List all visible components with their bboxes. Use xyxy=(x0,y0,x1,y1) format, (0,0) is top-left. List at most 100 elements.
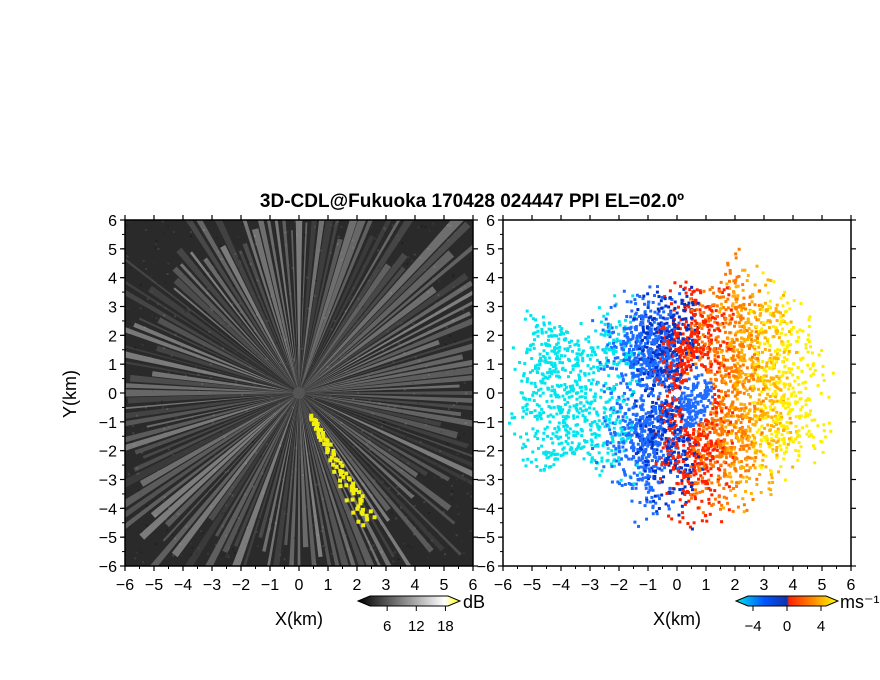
right-velocity-cell xyxy=(757,362,761,366)
right-velocity-cell xyxy=(621,377,625,381)
right-velocity-cell xyxy=(749,385,753,389)
right-velocity-cell xyxy=(549,437,553,441)
left-speckle xyxy=(197,353,200,356)
right-velocity-cell xyxy=(676,334,680,338)
right-velocity-cell xyxy=(652,451,656,455)
right-velocity-cell xyxy=(764,405,768,409)
right-velocity-cell xyxy=(722,295,726,299)
right-velocity-cell xyxy=(708,323,712,327)
left-speckle xyxy=(196,356,199,359)
right-velocity-cell xyxy=(727,508,731,512)
right-velocity-cell xyxy=(733,376,737,380)
right-velocity-cell xyxy=(664,439,668,443)
right-velocity-cell xyxy=(556,350,560,354)
right-velocity-cell xyxy=(743,330,747,334)
right-velocity-cell xyxy=(733,358,737,362)
right-velocity-cell xyxy=(767,326,771,330)
right-velocity-cell xyxy=(585,440,589,444)
right-velocity-cell xyxy=(770,432,774,436)
left-speckle xyxy=(215,236,218,239)
right-velocity-cell xyxy=(769,313,773,317)
right-velocity-cell xyxy=(686,439,690,443)
left-speckle xyxy=(365,530,368,533)
right-velocity-cell xyxy=(730,402,734,406)
left-speckle xyxy=(191,387,194,390)
left-intensity-ray xyxy=(273,393,299,566)
right-velocity-cell xyxy=(609,391,613,395)
right-velocity-cell xyxy=(640,366,644,370)
right-velocity-cell xyxy=(713,398,717,402)
right-velocity-cell xyxy=(749,333,753,337)
left-speckle xyxy=(450,405,453,408)
right-velocity-cell xyxy=(729,404,733,408)
right-velocity-cell xyxy=(693,449,697,453)
right-velocity-cell xyxy=(663,457,667,461)
right-velocity-cell xyxy=(659,477,663,481)
right-velocity-cell xyxy=(538,411,542,415)
left-speckle xyxy=(448,407,451,410)
right-velocity-cell xyxy=(735,370,739,374)
right-velocity-cell xyxy=(714,338,718,342)
right-velocity-cell xyxy=(641,422,645,426)
right-velocity-cell xyxy=(799,397,803,401)
left-speckle xyxy=(424,226,427,229)
left-speckle xyxy=(239,260,242,263)
right-velocity-cell xyxy=(696,326,700,330)
right-velocity-cell xyxy=(822,429,826,433)
left-speckle xyxy=(403,502,406,505)
right-velocity-cell xyxy=(684,429,688,433)
right-velocity-cell xyxy=(742,444,746,448)
left-speckle xyxy=(180,554,183,557)
left-speckle xyxy=(134,347,137,350)
right-velocity-cell xyxy=(711,402,715,406)
right-velocity-cell xyxy=(526,457,530,461)
right-velocity-cell xyxy=(675,443,679,447)
left-speckle xyxy=(456,401,459,404)
left-highlight-cell xyxy=(344,471,349,476)
right-velocity-cell xyxy=(753,400,757,404)
left-speckle xyxy=(399,404,402,407)
right-velocity-cell xyxy=(521,406,525,410)
left-speckle xyxy=(453,232,456,235)
right-velocity-cell xyxy=(649,309,653,313)
left-speckle xyxy=(404,361,407,364)
right-velocity-cell xyxy=(780,342,784,346)
left-speckle xyxy=(370,225,373,228)
right-velocity-cell xyxy=(644,448,648,452)
left-speckle xyxy=(169,482,172,485)
right-velocity-cell xyxy=(751,292,755,296)
right-velocity-cell xyxy=(560,410,564,414)
right-velocity-cell xyxy=(676,372,680,376)
right-velocity-cell xyxy=(549,327,553,331)
left-y-tick-label: 4 xyxy=(108,271,117,288)
left-speckle xyxy=(210,339,213,342)
right-velocity-cell xyxy=(539,359,543,363)
right-velocity-cell xyxy=(694,410,698,414)
right-velocity-cell xyxy=(651,394,655,398)
right-velocity-cell xyxy=(583,396,587,400)
left-speckle xyxy=(157,247,160,250)
right-velocity-cell xyxy=(602,441,606,445)
right-velocity-cell xyxy=(557,384,561,388)
right-velocity-cell xyxy=(662,324,666,328)
left-speckle xyxy=(292,509,295,512)
right-velocity-cell xyxy=(602,416,606,420)
right-velocity-cell xyxy=(562,338,566,342)
right-velocity-cell xyxy=(652,369,656,373)
right-velocity-cell xyxy=(690,285,694,289)
right-velocity-cell xyxy=(764,283,768,287)
left-intensity-ray xyxy=(171,393,299,558)
left-speckle xyxy=(264,462,267,465)
right-velocity-cell xyxy=(678,488,682,492)
right-velocity-cell xyxy=(659,357,663,361)
left-speckle xyxy=(312,443,315,446)
right-velocity-cell xyxy=(658,467,662,471)
right-velocity-cell xyxy=(611,366,615,370)
right-velocity-cell xyxy=(547,465,551,469)
right-velocity-cell xyxy=(770,399,774,403)
right-velocity-cell xyxy=(720,361,724,365)
right-velocity-cell xyxy=(561,415,565,419)
right-velocity-cell xyxy=(789,343,793,347)
right-velocity-cell xyxy=(721,452,725,456)
right-velocity-cell xyxy=(524,404,528,408)
